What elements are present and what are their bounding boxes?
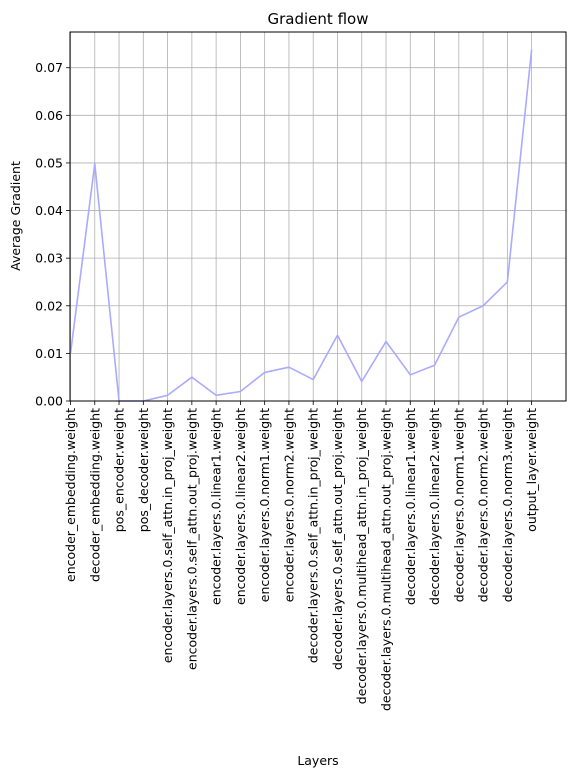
x-tick-label: decoder.layers.0.norm1.weight: [451, 408, 466, 602]
x-tick-label: encoder.layers.0.self_attn.out_proj.weig…: [184, 408, 199, 670]
x-tick-label: encoder_embedding.weight: [63, 408, 78, 582]
y-tick-label: 0.01: [35, 346, 63, 361]
y-tick-label: 0.03: [35, 251, 63, 266]
x-tick-label: pos_decoder.weight: [136, 408, 151, 532]
x-tick-label: decoder.layers.0.multihead_attn.in_proj_…: [354, 408, 369, 704]
data-point: [239, 390, 241, 392]
x-tick-label: decoder.layers.0.self_attn.out_proj.weig…: [330, 408, 345, 670]
data-point: [482, 305, 484, 307]
data-point: [531, 49, 533, 51]
y-tick-label: 0.04: [35, 203, 63, 218]
data-point: [361, 380, 363, 382]
data-point: [288, 366, 290, 368]
chart-title: Gradient flow: [268, 10, 369, 28]
y-tick-label: 0.00: [35, 394, 63, 409]
y-axis: 0.00 0.01 0.02 0.03 0.04 0.05 0.06 0.07: [35, 60, 70, 409]
x-tick-label: decoder.layers.0.norm3.weight: [500, 408, 515, 602]
x-tick-label: encoder.layers.0.norm2.weight: [281, 408, 296, 602]
y-tick-label: 0.06: [35, 108, 63, 123]
data-point: [215, 394, 217, 396]
x-tick-label: decoder.layers.0.norm2.weight: [476, 408, 491, 602]
y-tick-label: 0.05: [35, 155, 63, 170]
x-tick-label: decoder.layers.0.linear1.weight: [403, 408, 418, 605]
x-tick-label: decoder_embedding.weight: [87, 408, 102, 582]
data-point: [312, 379, 314, 381]
data-point: [434, 364, 436, 366]
y-tick-label: 0.07: [35, 60, 63, 75]
x-tick-label: encoder.layers.0.linear2.weight: [233, 408, 248, 605]
plot-frame: [69, 31, 567, 402]
x-tick-label: decoder.layers.0.self_attn.in_proj_weigh…: [306, 408, 321, 663]
series-layer: [69, 49, 533, 402]
data-point: [264, 371, 266, 373]
data-point: [167, 394, 169, 396]
data-point: [94, 163, 96, 165]
x-tick-label: output_layer.weight: [524, 408, 539, 532]
data-point: [336, 334, 338, 336]
x-tick-label: encoder.layers.0.linear1.weight: [209, 408, 224, 605]
x-tick-label: decoder.layers.0.linear2.weight: [427, 408, 442, 605]
x-tick-label: encoder.layers.0.norm1.weight: [257, 408, 272, 602]
x-tick-label: decoder.layers.0.multihead_attn.out_proj…: [379, 408, 394, 711]
grid-lines: [70, 32, 566, 402]
x-axis: encoder_embedding.weight decoder_embeddin…: [63, 401, 539, 711]
y-tick-label: 0.02: [35, 298, 63, 313]
data-point: [506, 281, 508, 283]
data-point: [409, 374, 411, 376]
gradient-line: [69, 49, 533, 402]
data-point: [458, 316, 460, 318]
y-axis-label: Average Gradient: [8, 161, 23, 271]
data-point: [385, 340, 387, 342]
x-tick-label: pos_encoder.weight: [112, 408, 127, 532]
data-point: [191, 376, 193, 378]
x-tick-label: encoder.layers.0.self_attn.in_proj_weigh…: [160, 408, 175, 663]
x-axis-label: Layers: [297, 753, 338, 768]
